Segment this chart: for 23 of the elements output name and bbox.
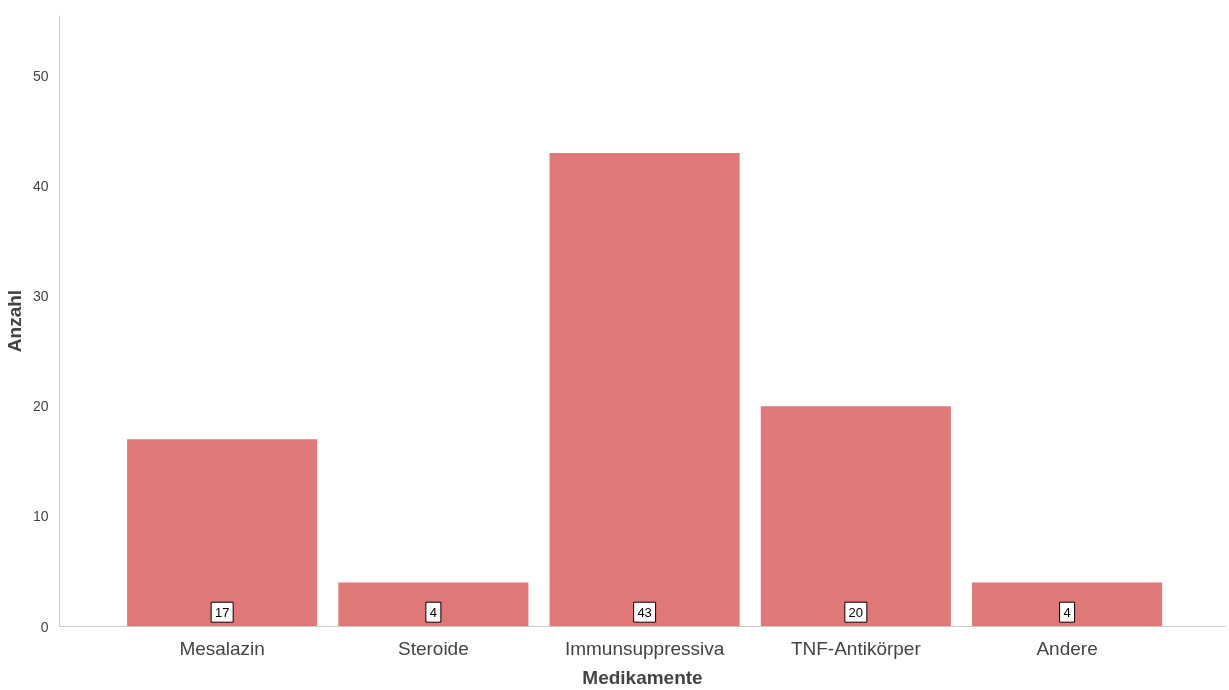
y-axis-title: Anzahl (3, 289, 25, 353)
x-tick-label: Mesalazin (179, 637, 265, 659)
bar (972, 582, 1163, 627)
x-axis-title: Medikamente (582, 666, 703, 688)
bar (338, 582, 529, 627)
data-label: 17 (214, 604, 230, 620)
y-tick-label: 20 (32, 398, 49, 415)
bar (549, 153, 740, 627)
y-tick-label: 30 (32, 288, 49, 305)
y-tick-label: 10 (32, 508, 49, 525)
y-tick-label: 50 (32, 68, 49, 85)
bar (127, 439, 318, 627)
x-tick-label: TNF-Antikörper (790, 637, 922, 659)
data-label: 43 (637, 604, 652, 620)
data-label: 4 (1063, 604, 1071, 620)
x-tick-label: Immunsuppressiva (564, 637, 725, 659)
x-tick-label: Andere (1036, 637, 1098, 659)
y-tick-label: 40 (32, 178, 49, 195)
data-label: 4 (429, 604, 437, 620)
bar (760, 406, 951, 627)
y-tick-label: 0 (40, 618, 49, 635)
x-tick-label: Steroide (398, 637, 469, 659)
data-label: 20 (848, 604, 864, 620)
